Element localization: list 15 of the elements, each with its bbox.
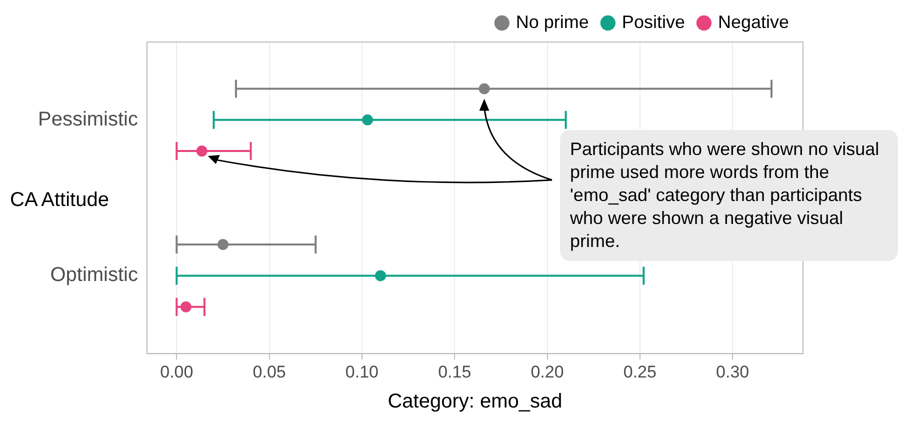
- y-tick-label: Optimistic: [50, 264, 138, 286]
- x-tick-label: 0.20: [530, 362, 564, 382]
- y-axis-title: CA Attitude: [10, 189, 109, 212]
- x-tick-label: 0.00: [160, 362, 194, 382]
- legend-label: No prime: [516, 12, 589, 32]
- x-tick-label: 0.10: [345, 362, 379, 382]
- x-tick-label: 0.30: [716, 362, 750, 382]
- legend-label: Negative: [718, 12, 790, 32]
- x-tick-label: 0.15: [438, 362, 472, 382]
- x-tick-label: 0.05: [252, 362, 286, 382]
- x-axis-title: Category: emo_sad: [388, 390, 562, 413]
- annotation: Participants who were shown no visual prime used more words from the 'emo_sad' category than participants who were shown a negative visual prime.: [560, 130, 898, 261]
- x-tick-label: 0.25: [623, 362, 656, 382]
- y-tick-label: Pessimistic: [38, 108, 138, 130]
- legend-label: Positive: [622, 12, 685, 32]
